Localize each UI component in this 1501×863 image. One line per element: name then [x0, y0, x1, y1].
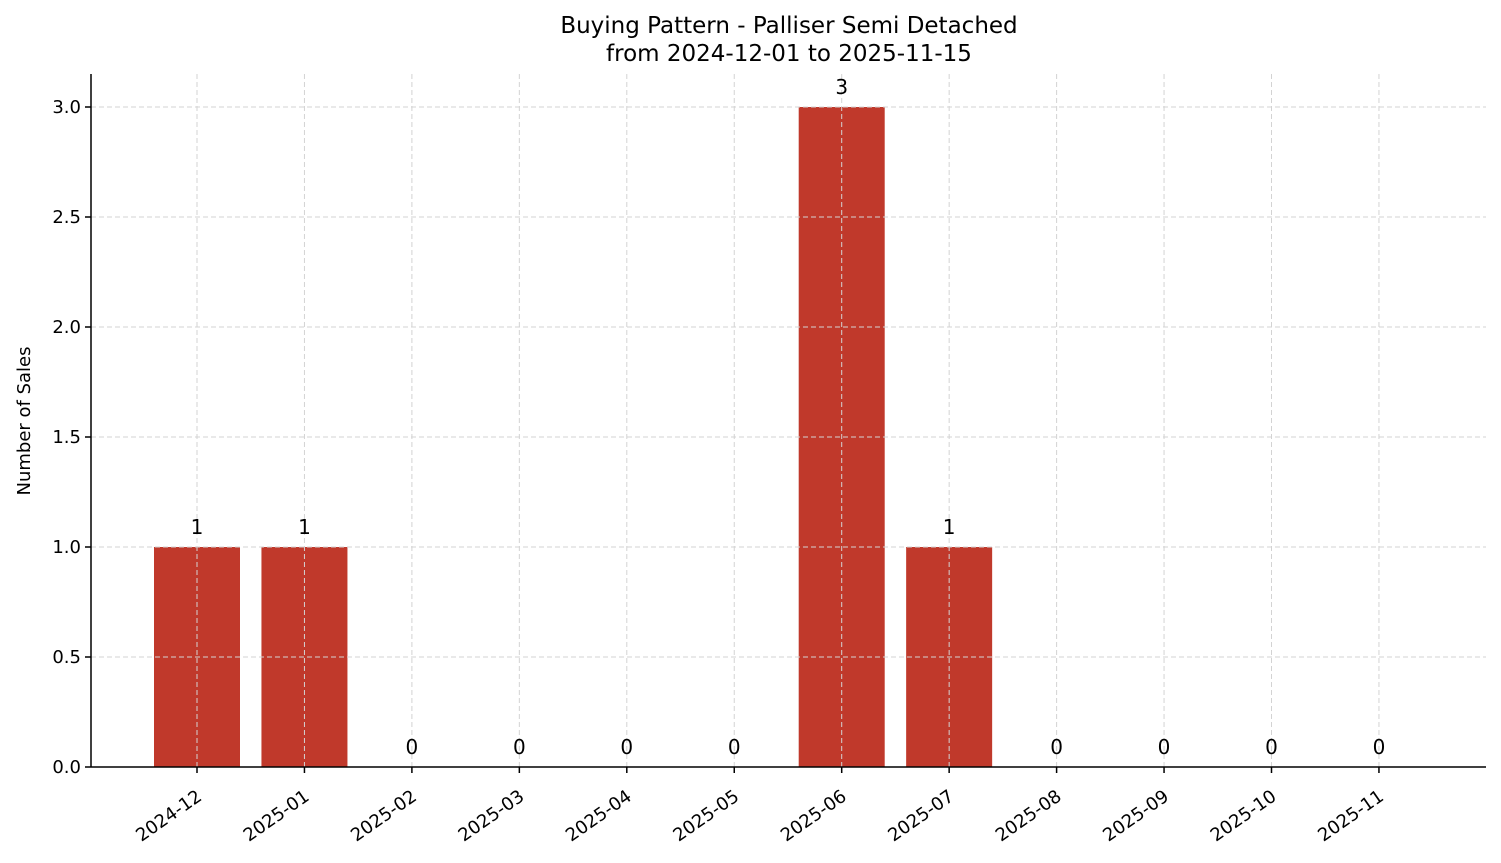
chart-title: Buying Pattern - Palliser Semi Detached: [560, 13, 1017, 39]
data-label: 3: [835, 75, 848, 99]
y-axis-label: Number of Sales: [14, 346, 35, 495]
data-label: 0: [1373, 735, 1386, 759]
data-label: 0: [1265, 735, 1278, 759]
data-label: 1: [298, 515, 311, 539]
axes: [85, 74, 1486, 773]
data-label: 0: [1158, 735, 1171, 759]
y-tick-label: 2.5: [52, 207, 81, 228]
x-tick-label: 2025-08: [992, 786, 1066, 846]
y-tick-label: 3.0: [52, 97, 81, 118]
x-tick-label: 2025-05: [669, 786, 743, 846]
data-label: 0: [728, 735, 741, 759]
data-label: 0: [406, 735, 419, 759]
data-label: 1: [191, 515, 204, 539]
x-tick-label: 2025-03: [455, 786, 529, 846]
y-tick-label: 0.5: [52, 647, 81, 668]
x-tick-label: 2025-11: [1314, 786, 1388, 846]
chart-subtitle: from 2024-12-01 to 2025-11-15: [606, 41, 972, 67]
data-label: 0: [1050, 735, 1063, 759]
x-tick-label: 2025-04: [562, 786, 636, 846]
data-label: 0: [513, 735, 526, 759]
y-tick-label: 1.5: [52, 427, 81, 448]
x-tick-label: 2025-06: [777, 786, 851, 846]
y-tick-label: 0.0: [52, 757, 81, 778]
x-tick-label: 2024-12: [132, 786, 206, 846]
labels: 0.0 0.5 1.0 1.5 2.0 2.5 3.0 2024-12 1 2025-01 1 202…: [52, 75, 1387, 846]
y-tick-label: 1.0: [52, 537, 81, 558]
x-tick-label: 2025-07: [884, 786, 958, 846]
x-tick-label: 2025-10: [1207, 786, 1281, 846]
x-tick-label: 2025-02: [347, 786, 421, 846]
y-tick-label: 2.0: [52, 317, 81, 338]
x-tick-label: 2025-01: [240, 786, 314, 846]
data-label: 0: [620, 735, 633, 759]
data-label: 1: [943, 515, 956, 539]
x-tick-label: 2025-09: [1099, 786, 1173, 846]
